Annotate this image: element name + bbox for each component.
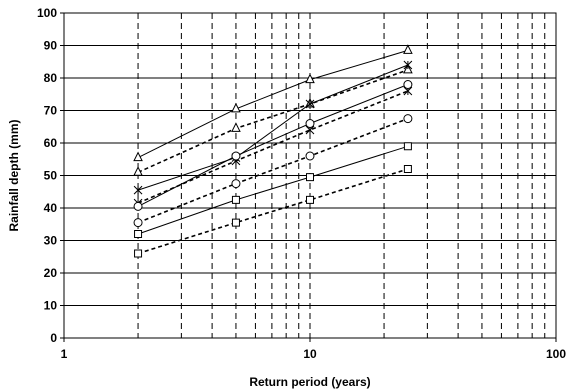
triangle-marker xyxy=(305,73,315,84)
series-line xyxy=(137,49,409,159)
y-tick-label: 80 xyxy=(44,71,58,85)
y-tick-label: 20 xyxy=(44,266,58,280)
square-marker xyxy=(231,195,240,204)
triangle-marker xyxy=(231,122,241,132)
star-marker xyxy=(305,99,315,109)
series-star-solid xyxy=(133,60,413,195)
x-tick-label: 100 xyxy=(546,347,566,361)
series-triangle-solid xyxy=(133,44,413,162)
square-marker xyxy=(403,165,412,173)
y-tick-label: 60 xyxy=(44,136,58,150)
square-marker xyxy=(231,218,240,227)
series-triangle-dashed xyxy=(133,63,413,176)
triangle-marker xyxy=(403,44,413,54)
y-tick-label: 50 xyxy=(44,169,58,183)
circle-marker xyxy=(305,119,315,128)
triangle-marker xyxy=(231,102,241,113)
series-line xyxy=(137,117,409,224)
square-marker xyxy=(134,249,143,258)
series-square-dashed xyxy=(134,165,412,258)
series-line xyxy=(137,84,409,207)
triangle-marker xyxy=(133,166,143,176)
x-tick-label: 1 xyxy=(61,347,68,361)
series-line xyxy=(137,90,409,204)
y-tick-label: 70 xyxy=(44,104,58,118)
series-line xyxy=(137,64,409,191)
series-line xyxy=(137,168,409,255)
circle-marker xyxy=(403,114,413,124)
y-tick-label: 90 xyxy=(44,39,58,53)
y-tick-label: 0 xyxy=(50,331,57,345)
y-tick-label: 10 xyxy=(44,299,58,313)
circle-marker xyxy=(133,201,143,211)
circle-marker xyxy=(133,218,143,228)
series-line xyxy=(137,145,409,235)
square-marker xyxy=(134,230,143,238)
circle-marker xyxy=(305,151,315,161)
square-marker xyxy=(403,142,412,151)
y-axis-title: Rainfall depth (mm) xyxy=(7,119,21,231)
series-layer xyxy=(133,44,413,258)
series-square-solid xyxy=(134,142,412,238)
circle-marker xyxy=(403,80,413,89)
series-line xyxy=(137,69,409,174)
series-star-dashed xyxy=(133,86,413,208)
y-tick-label: 40 xyxy=(44,201,58,215)
circle-marker xyxy=(231,151,241,161)
x-axis-title: Return period (years) xyxy=(249,375,370,389)
y-tick-label: 100 xyxy=(37,6,57,20)
star-marker xyxy=(133,185,143,195)
square-marker xyxy=(306,195,314,204)
series-circle-dashed xyxy=(133,114,413,228)
square-marker xyxy=(306,173,314,182)
star-marker xyxy=(403,60,413,70)
series-circle-solid xyxy=(133,80,413,211)
triangle-marker xyxy=(133,151,143,162)
y-tick-label: 30 xyxy=(44,234,58,248)
grid xyxy=(64,12,556,338)
circle-marker xyxy=(231,179,241,189)
x-tick-label: 10 xyxy=(303,347,317,361)
